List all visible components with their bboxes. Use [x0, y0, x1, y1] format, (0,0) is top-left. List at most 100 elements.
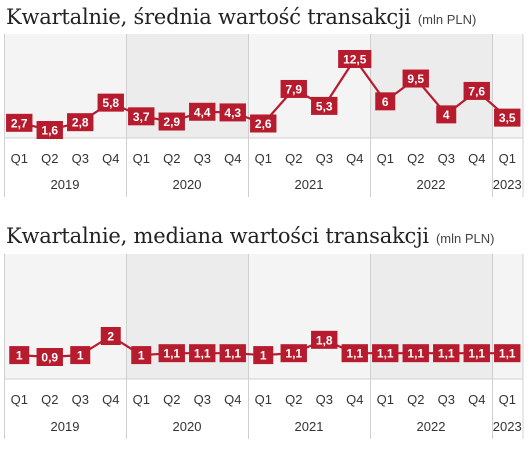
chart-2-x-tick-label: Q2 — [163, 392, 180, 407]
chart-1-point-label: 2,8 — [72, 116, 89, 130]
chart-2-unit: (mln PLN) — [435, 231, 495, 246]
chart-1-year-label: 2023 — [493, 177, 522, 192]
chart-2-point-label-bg — [36, 348, 63, 366]
chart-2-point-label: 1 — [138, 349, 145, 363]
chart-1-title: Kwartalnie, średnia wartość transakcji (… — [6, 5, 476, 29]
chart-2-x-tick-label: Q2 — [407, 392, 424, 407]
chart-2-point-label-bg — [494, 344, 521, 363]
chart-1-x-tick-label: Q2 — [41, 151, 58, 166]
chart-1-x-tick-label: Q3 — [194, 151, 211, 166]
chart-1-point-label-bg — [338, 50, 372, 68]
chart-1-x-tick-label: Q1 — [255, 151, 272, 166]
chart-1-x-tick-label: Q4 — [346, 151, 363, 166]
chart-2-x-tick-label: Q3 — [438, 392, 455, 407]
chart-1-unit: (mln PLN) — [417, 12, 477, 27]
chart-1-point-label-bg — [375, 92, 396, 111]
chart-2-x-tick-label: Q1 — [11, 392, 28, 407]
chart-1-point-label-bg — [402, 69, 429, 88]
chart-1-x-tick-label: Q1 — [499, 151, 516, 166]
chart-1-point-label: 4,4 — [194, 105, 211, 119]
chart-2-point-label: 1,1 — [468, 347, 485, 361]
chart-2-point-label-bg — [402, 344, 429, 363]
chart-1-x-tick-label: Q2 — [163, 151, 180, 166]
chart-1-x-tick-label: Q1 — [11, 151, 28, 166]
chart-2-point-label: 1,1 — [346, 347, 363, 361]
chart-1-x-tick-label: Q3 — [72, 151, 89, 166]
chart-1-point-label: 12,5 — [343, 53, 367, 67]
chart-2-plot: 1 0,9 1 2 1 1,1 1,1 1,1 1 1,1 1,8 1,1 1,1 1,1 1,1 1,1 1,… — [4, 254, 524, 439]
chart-2-x-tick-label: Q1 — [377, 392, 394, 407]
chart-1-point-label-bg — [311, 96, 338, 115]
chart-1-x-tick-label: Q4 — [102, 151, 119, 166]
chart-2-point-label: 1 — [260, 349, 267, 363]
chart-2-point-label-bg — [9, 346, 30, 365]
chart-1-x-tick-label: Q2 — [285, 151, 302, 166]
chart-1-x-tick-label: Q4 — [468, 151, 485, 166]
chart-2-year-label: 2023 — [493, 419, 522, 434]
chart-1-point-label: 2,7 — [11, 116, 28, 130]
chart-2-point-label-bg — [253, 346, 274, 365]
chart-1-point-label: 2,9 — [163, 115, 180, 129]
chart-2-year-label: 2019 — [51, 419, 80, 434]
chart-2-point-label: 1,8 — [316, 333, 333, 347]
chart-2-x-tick-label: Q3 — [316, 392, 333, 407]
chart-1-point-label-bg — [463, 81, 490, 100]
chart-2-point-label: 1 — [77, 349, 84, 363]
chart-2-x-tick-label: Q2 — [285, 392, 302, 407]
chart-1-point-label-bg — [67, 113, 94, 132]
chart-1-point-label-bg — [6, 113, 33, 132]
chart-2-year-label: 2020 — [173, 419, 202, 434]
chart-2-point-label-bg — [100, 327, 121, 345]
chart-2-x-tick-label: Q1 — [133, 392, 150, 407]
chart-2-point-label-bg — [189, 344, 216, 363]
chart-1-point-label-bg — [36, 121, 63, 139]
chart-1-point-label-bg — [436, 105, 457, 124]
chart-2-x-tick-label: Q1 — [499, 392, 516, 407]
chart-1-point-label: 7,6 — [468, 84, 485, 98]
chart-2-year-label: 2022 — [417, 419, 446, 434]
chart-2-point-label: 1,1 — [163, 347, 180, 361]
chart-1-x-tick-label: Q4 — [224, 151, 241, 166]
chart-2-x-tick-label: Q3 — [194, 392, 211, 407]
chart-2-point-label: 1,1 — [499, 347, 516, 361]
chart-1-point-label: 3,5 — [499, 111, 516, 125]
chart-1-x-tick-label: Q1 — [133, 151, 150, 166]
chart-2-x-tick-label: Q2 — [41, 392, 58, 407]
chart-2-point-label: 0,9 — [41, 351, 58, 365]
chart-1-point-label: 2,6 — [255, 117, 272, 131]
chart-2-x-tick-label: Q3 — [72, 392, 89, 407]
chart-1-x-tick-label: Q2 — [407, 151, 424, 166]
chart-1-point-label-bg — [189, 102, 216, 121]
chart-2-x-tick-label: Q4 — [468, 392, 485, 407]
chart-1-point-label: 1,6 — [41, 124, 58, 138]
chart-2-point-label-bg — [280, 344, 307, 363]
chart-1-year-label: 2022 — [417, 177, 446, 192]
chart-1-title-text: Kwartalnie, średnia wartość transakcji — [6, 5, 411, 29]
chart-2-title-text: Kwartalnie, mediana wartości transakcji — [6, 224, 429, 248]
chart-1-point-label-bg — [250, 114, 277, 133]
chart-1-point-label: 3,7 — [133, 110, 150, 124]
chart-2-x-tick-label: Q1 — [255, 392, 272, 407]
chart-1-point-label: 4 — [443, 108, 450, 122]
chart-2-point-label-bg — [372, 344, 399, 363]
chart-2-point-label: 1,1 — [194, 347, 211, 361]
chart-1-point-label-bg — [494, 108, 521, 127]
chart-1-year-label: 2020 — [173, 177, 202, 192]
chart-1-point-label-bg — [280, 79, 307, 98]
chart-1-x-tick-label: Q1 — [377, 151, 394, 166]
chart-2-point-label: 1,1 — [224, 347, 241, 361]
chart-2-year-label: 2021 — [295, 419, 324, 434]
chart-2-point-label: 1,1 — [377, 347, 394, 361]
chart-1-point-label-bg — [97, 93, 124, 112]
chart-1-point-label-bg — [128, 107, 155, 126]
chart-2-x-tick-label: Q4 — [102, 392, 119, 407]
chart-2-point-label-bg — [219, 344, 246, 363]
chart-1-point-label-bg — [219, 103, 246, 122]
chart-1-point-label: 7,9 — [285, 82, 302, 96]
chart-1-point-label-bg — [158, 112, 185, 131]
chart-1-x-tick-label: Q3 — [316, 151, 333, 166]
chart-2-x-tick-label: Q4 — [346, 392, 363, 407]
chart-2-point-label: 1,1 — [438, 347, 455, 361]
chart-2-point-label-bg — [70, 346, 91, 365]
chart-2-title: Kwartalnie, mediana wartości transakcji … — [6, 224, 494, 248]
